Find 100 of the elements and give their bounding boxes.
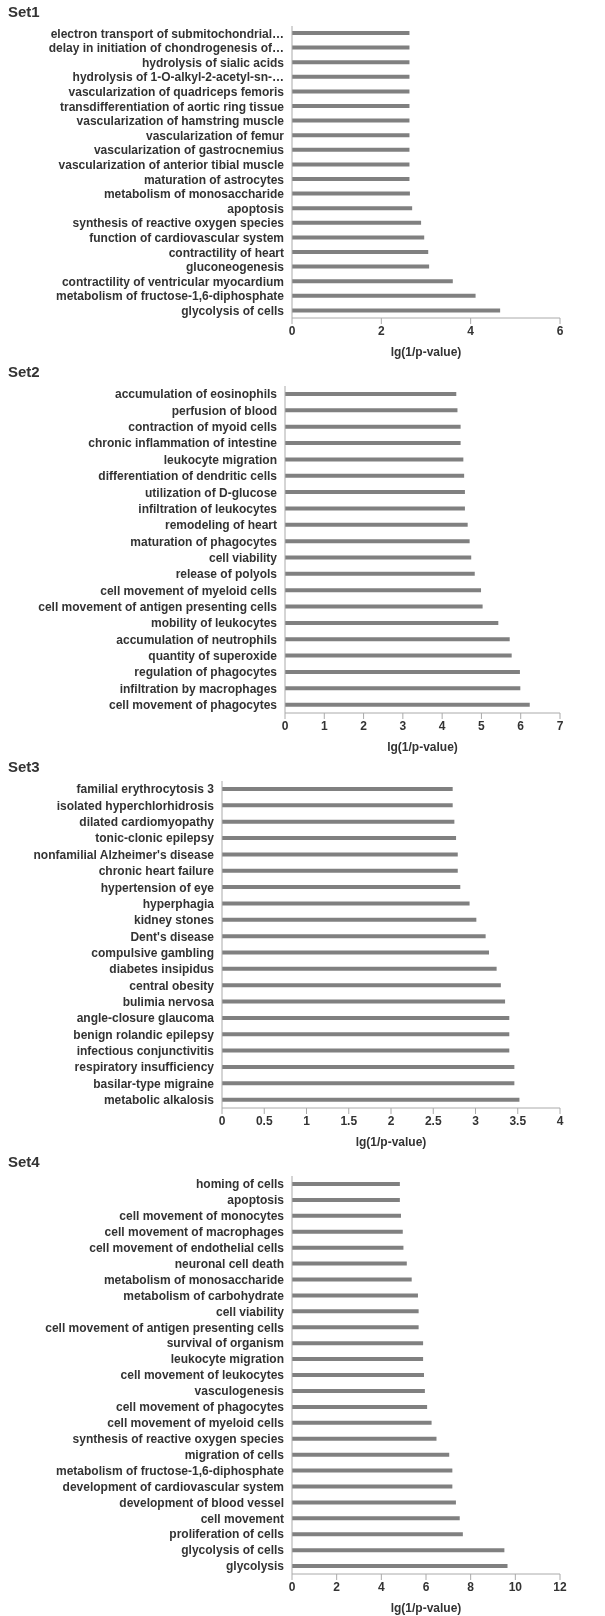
y-tick-label: cell movement of myeloid cells xyxy=(107,1416,285,1431)
bar xyxy=(292,1484,453,1489)
bar xyxy=(292,147,410,152)
bar xyxy=(285,637,510,642)
y-tick-label: glycolysis xyxy=(225,1559,285,1574)
text: Set3 xyxy=(7,757,41,777)
text: Set2 xyxy=(7,362,41,382)
y-tick-label: chronic inflammation of intestine xyxy=(88,436,278,451)
y-tick-label: Dent's disease xyxy=(130,929,215,944)
text: Set1 xyxy=(7,2,41,22)
bar xyxy=(285,669,520,674)
y-tick-label: leukocyte migration xyxy=(170,1352,284,1367)
bar xyxy=(222,885,461,890)
bar xyxy=(292,1500,456,1505)
y-tick-label: cell viability xyxy=(208,550,278,565)
x-tick-label: 2 xyxy=(360,718,368,733)
x-tick-label: 10 xyxy=(508,1579,523,1594)
bar xyxy=(292,162,410,167)
y-tick-label: compulsive gambling xyxy=(91,945,214,960)
bar xyxy=(292,293,476,298)
bar xyxy=(222,950,490,955)
y-tick-label: cell viability xyxy=(215,1304,285,1319)
x-tick-label: 4 xyxy=(377,1579,385,1594)
bar xyxy=(292,1388,425,1393)
bar xyxy=(222,1048,510,1053)
x-tick-label: 4 xyxy=(438,718,446,733)
x-axis-title: lg(1/p-value) xyxy=(355,1135,427,1149)
bar xyxy=(292,264,430,269)
bar xyxy=(292,1277,412,1282)
x-tick-label: 2 xyxy=(377,323,385,338)
y-tick-label: cell movement of leukocytes xyxy=(120,1368,285,1383)
x-tick-label: 6 xyxy=(422,1579,430,1594)
x-tick-label: 12 xyxy=(553,1579,567,1594)
y-tick-label: nonfamilial Alzheimer's disease xyxy=(33,847,215,862)
bar xyxy=(292,74,410,79)
x-tick-label: 0 xyxy=(281,718,289,733)
x-tick-label: 3.5 xyxy=(509,1113,527,1128)
y-tick-label: migration of cells xyxy=(184,1447,285,1462)
x-tick-label: 8 xyxy=(467,1579,475,1594)
x-tick-label: 3 xyxy=(472,1113,480,1128)
y-tick-label: cell movement of antigen presenting cells xyxy=(38,599,278,614)
y-tick-label: cell movement of phagocytes xyxy=(115,1400,285,1415)
y-tick-label: homing of cells xyxy=(195,1177,285,1192)
bar xyxy=(285,392,457,396)
bar xyxy=(292,118,410,123)
y-tick-label: cell movement xyxy=(200,1511,284,1526)
y-tick-label: maturation of astrocytes xyxy=(143,172,285,187)
y-tick-label: development of cardiovascular system xyxy=(62,1479,284,1494)
x-tick-label: 6 xyxy=(556,323,564,338)
y-tick-label: contractility of heart xyxy=(168,245,284,260)
bar xyxy=(292,250,429,254)
y-tick-label: apoptosis xyxy=(227,1193,285,1208)
y-tick-label: kidney stones xyxy=(133,913,215,928)
y-tick-label: function of cardiovascular system xyxy=(89,230,284,245)
bar xyxy=(292,1341,424,1346)
y-tick-label: bulimia nervosa xyxy=(122,994,215,1009)
bar xyxy=(292,1197,400,1202)
y-tick-label: vascularization of femur xyxy=(145,128,285,143)
x-tick-label: 1.5 xyxy=(340,1113,358,1128)
y-tick-label: contractility of ventricular myocardium xyxy=(61,274,284,289)
bar xyxy=(292,1309,419,1314)
y-tick-label: development of blood vessel xyxy=(119,1495,284,1510)
y-tick-label: release of polyols xyxy=(175,567,278,582)
y-tick-label: perfusion of blood xyxy=(171,403,277,418)
bar xyxy=(292,1548,505,1553)
y-tick-label: metabolic alkalosis xyxy=(103,1093,215,1108)
y-tick-label: quantity of superoxide xyxy=(148,649,278,664)
bar xyxy=(292,1293,418,1298)
x-axis-title: lg(1/p-value) xyxy=(390,345,462,359)
y-tick-label: neuronal cell death xyxy=(174,1256,284,1271)
bar xyxy=(222,1015,510,1020)
bar xyxy=(222,787,453,791)
x-tick-label: 1 xyxy=(303,1113,311,1128)
y-tick-label: remodeling of heart xyxy=(164,518,277,533)
bar xyxy=(285,506,465,511)
y-tick-label: metabolism of monosaccharide xyxy=(103,187,285,202)
y-tick-label: cell movement of myeloid cells xyxy=(100,583,278,598)
x-tick-label: 5 xyxy=(478,718,486,733)
x-tick-label: 7 xyxy=(556,718,564,733)
y-tick-label: hyperphagia xyxy=(142,896,215,911)
bar xyxy=(292,1468,453,1473)
bar xyxy=(285,604,483,609)
x-tick-label: 4 xyxy=(467,323,475,338)
y-tick-label: cell movement of antigen presenting cells xyxy=(45,1320,285,1335)
y-tick-label: mobility of leukocytes xyxy=(150,616,278,631)
bar xyxy=(292,1245,404,1250)
bar xyxy=(222,1097,520,1102)
x-tick-label: 6 xyxy=(517,718,525,733)
bar xyxy=(292,1452,450,1457)
bar xyxy=(285,424,461,429)
bar xyxy=(292,206,413,211)
y-tick-label: regulation of phagocytes xyxy=(134,665,278,680)
x-tick-label: 0 xyxy=(288,1579,296,1594)
y-tick-label: metabolism of fructose-1,6-diphosphate xyxy=(55,1463,285,1478)
bar xyxy=(285,653,512,658)
bar xyxy=(285,620,499,625)
bar xyxy=(292,60,410,65)
bar xyxy=(285,686,521,691)
y-tick-label: vascularization of gastrocnemius xyxy=(93,143,285,158)
bar xyxy=(222,1032,510,1037)
